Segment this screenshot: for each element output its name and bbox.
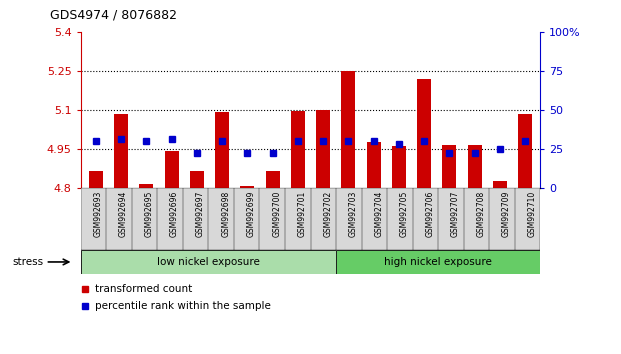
Bar [266,171,279,188]
Bar [190,171,204,188]
Text: GDS4974 / 8076882: GDS4974 / 8076882 [50,9,177,22]
Text: GSM992702: GSM992702 [324,191,332,237]
Text: GSM992694: GSM992694 [119,191,128,237]
Text: GSM992693: GSM992693 [94,191,102,237]
Bar [140,184,153,188]
Text: GSM992695: GSM992695 [145,191,153,237]
Bar [392,146,406,188]
Bar [493,181,507,188]
Text: GSM992701: GSM992701 [297,191,307,237]
Text: GSM992699: GSM992699 [247,191,256,237]
Bar [442,145,456,188]
Text: GSM992698: GSM992698 [221,191,230,237]
Bar [165,151,179,188]
Text: GSM992700: GSM992700 [272,191,281,237]
Text: GSM992696: GSM992696 [170,191,179,237]
Text: high nickel exposure: high nickel exposure [384,257,492,267]
Bar [342,71,355,188]
Text: GSM992705: GSM992705 [400,191,409,237]
Text: GSM992710: GSM992710 [527,191,537,237]
Bar [468,145,481,188]
Bar [89,171,103,188]
Text: GSM992708: GSM992708 [476,191,486,237]
Text: GSM992706: GSM992706 [425,191,434,237]
Bar [291,111,305,188]
Text: GSM992709: GSM992709 [502,191,511,237]
Text: GSM992707: GSM992707 [451,191,460,237]
Bar [215,112,229,188]
Text: GSM992703: GSM992703 [349,191,358,237]
Text: transformed count: transformed count [94,284,192,294]
Bar [316,110,330,188]
Text: low nickel exposure: low nickel exposure [157,257,260,267]
Bar [417,79,431,188]
Text: GSM992697: GSM992697 [196,191,204,237]
Text: stress: stress [12,257,43,267]
Bar [518,114,532,188]
Text: GSM992704: GSM992704 [374,191,383,237]
Bar [114,114,128,188]
Bar [366,142,381,188]
Text: percentile rank within the sample: percentile rank within the sample [94,301,270,311]
Bar [240,186,255,188]
